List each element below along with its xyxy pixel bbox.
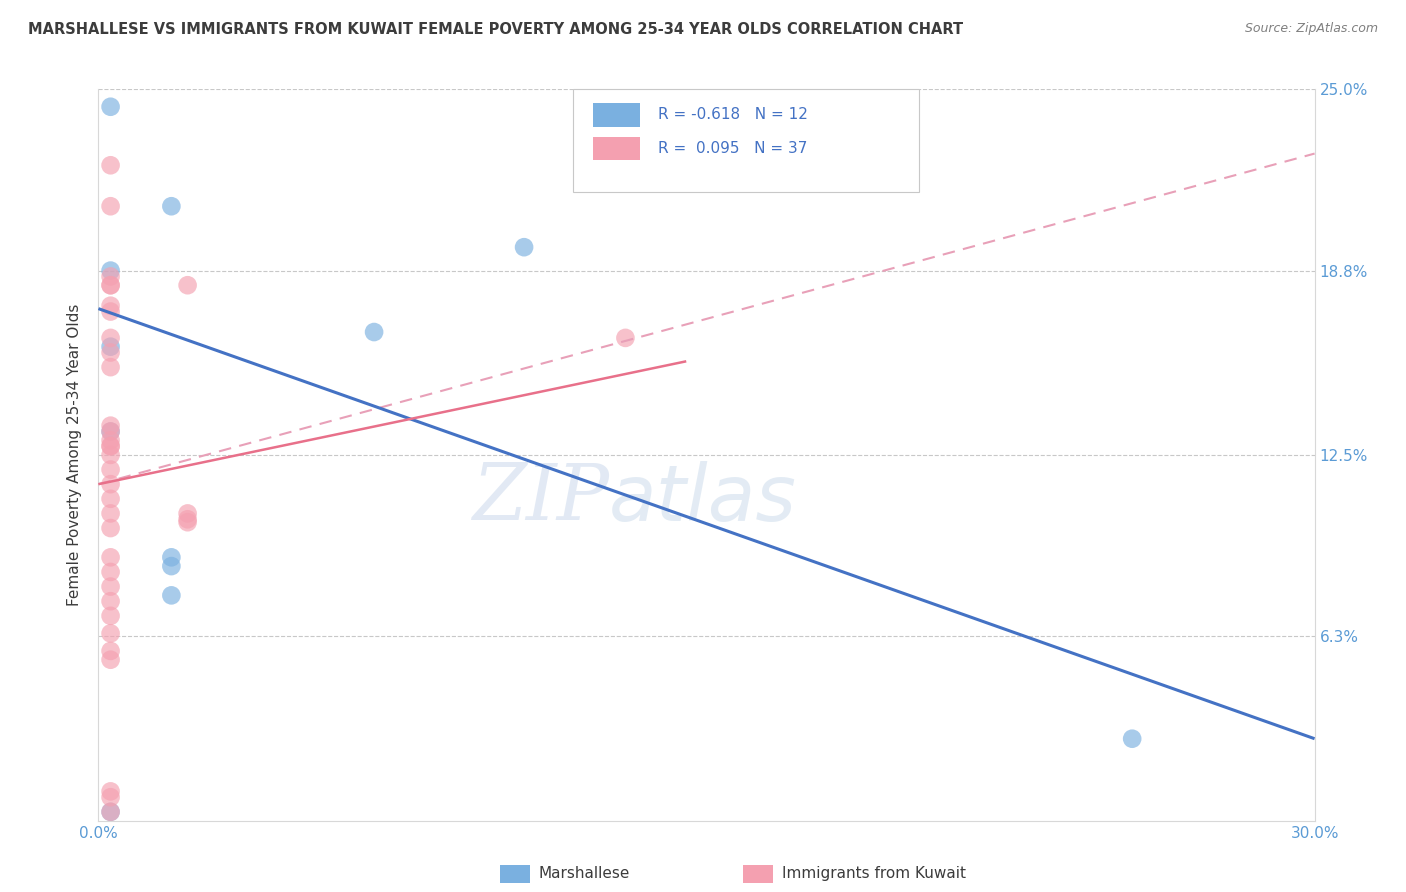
Point bbox=[100, 594, 122, 608]
Point bbox=[100, 304, 122, 318]
Point bbox=[160, 199, 183, 213]
Point bbox=[100, 477, 122, 491]
Text: Marshallese: Marshallese bbox=[538, 866, 630, 880]
Point bbox=[100, 805, 122, 819]
Point bbox=[176, 515, 198, 529]
Point bbox=[100, 644, 122, 658]
Point bbox=[100, 462, 122, 476]
FancyBboxPatch shape bbox=[572, 89, 920, 192]
Point bbox=[160, 550, 183, 565]
Point bbox=[176, 507, 198, 521]
Text: atlas: atlas bbox=[609, 461, 797, 537]
Point bbox=[363, 325, 385, 339]
Text: MARSHALLESE VS IMMIGRANTS FROM KUWAIT FEMALE POVERTY AMONG 25-34 YEAR OLDS CORRE: MARSHALLESE VS IMMIGRANTS FROM KUWAIT FE… bbox=[28, 22, 963, 37]
Point bbox=[100, 608, 122, 623]
Point bbox=[100, 425, 122, 439]
Point bbox=[1121, 731, 1143, 746]
Point bbox=[160, 588, 183, 602]
Point bbox=[100, 784, 122, 798]
Point bbox=[160, 559, 183, 574]
Bar bbox=[742, 864, 773, 883]
Point bbox=[176, 278, 198, 293]
Point bbox=[100, 550, 122, 565]
Point bbox=[100, 448, 122, 462]
Point bbox=[100, 278, 122, 293]
Point bbox=[100, 565, 122, 579]
Point bbox=[100, 434, 122, 448]
Point bbox=[100, 790, 122, 805]
Point bbox=[100, 580, 122, 594]
Point bbox=[513, 240, 536, 254]
Point bbox=[100, 345, 122, 359]
Point bbox=[100, 425, 122, 439]
Point bbox=[100, 199, 122, 213]
Point bbox=[614, 331, 637, 345]
Point bbox=[100, 269, 122, 284]
Text: R = -0.618   N = 12: R = -0.618 N = 12 bbox=[658, 107, 807, 122]
Point bbox=[100, 805, 122, 819]
Text: R =  0.095   N = 37: R = 0.095 N = 37 bbox=[658, 141, 807, 156]
Bar bbox=[499, 864, 530, 883]
Point bbox=[100, 158, 122, 172]
Point bbox=[176, 512, 198, 526]
Point bbox=[100, 340, 122, 354]
Text: Immigrants from Kuwait: Immigrants from Kuwait bbox=[782, 866, 966, 880]
Text: ZIP: ZIP bbox=[472, 460, 609, 537]
Bar bbox=[593, 103, 640, 127]
Point bbox=[100, 331, 122, 345]
Point bbox=[100, 521, 122, 535]
Point bbox=[100, 278, 122, 293]
Point bbox=[100, 653, 122, 667]
Bar bbox=[593, 136, 640, 161]
Text: Source: ZipAtlas.com: Source: ZipAtlas.com bbox=[1244, 22, 1378, 36]
Point bbox=[100, 439, 122, 453]
Point bbox=[100, 626, 122, 640]
Y-axis label: Female Poverty Among 25-34 Year Olds: Female Poverty Among 25-34 Year Olds bbox=[67, 304, 83, 606]
Point bbox=[100, 360, 122, 375]
Point bbox=[100, 439, 122, 453]
Point bbox=[100, 100, 122, 114]
Point bbox=[100, 491, 122, 506]
Point bbox=[100, 418, 122, 433]
Point bbox=[100, 263, 122, 277]
Point bbox=[100, 299, 122, 313]
Point bbox=[100, 507, 122, 521]
